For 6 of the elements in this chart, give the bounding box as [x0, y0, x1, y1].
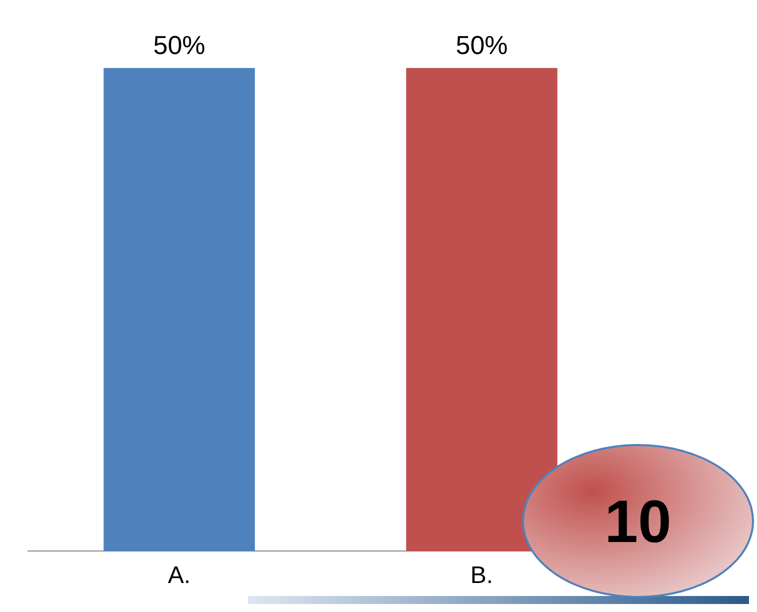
x-tick-label: A. — [168, 562, 191, 590]
oval-badge: 10 — [522, 444, 754, 598]
annotation: 10 — [604, 486, 672, 556]
data-label: 50% — [153, 30, 206, 60]
data-label: 50% — [456, 30, 508, 60]
x-tick-label: B. — [470, 562, 494, 590]
